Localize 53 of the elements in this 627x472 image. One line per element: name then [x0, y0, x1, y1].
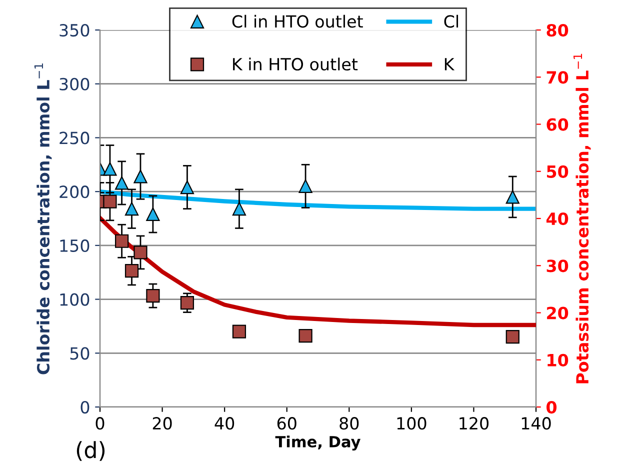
point	[146, 288, 160, 303]
x-tick-label: 140	[522, 417, 551, 430]
point	[180, 296, 194, 310]
point	[506, 330, 520, 344]
point	[134, 170, 148, 184]
point	[124, 264, 139, 278]
y2-tick-label: 70	[546, 71, 568, 84]
point	[114, 176, 129, 190]
point	[103, 162, 117, 176]
legend-label: Cl	[444, 14, 458, 28]
y-tick-label: 200	[60, 186, 90, 198]
y2-tick-label: 10	[548, 354, 568, 366]
x-tick-label: 120	[460, 417, 489, 430]
point	[103, 194, 117, 208]
y-tick-label: 350	[60, 24, 90, 37]
x-tick-label: 0	[96, 417, 104, 430]
line-series	[100, 216, 536, 328]
legend-label: K in HTO outlet	[233, 58, 358, 71]
y2-tick-label: 80	[546, 24, 568, 37]
point	[180, 180, 194, 194]
y-tick-label: 0	[80, 400, 90, 414]
y-tick-label: 250	[60, 132, 90, 144]
y2-tick-label: 30	[546, 260, 568, 272]
point	[134, 246, 148, 260]
legend-label: K	[444, 58, 455, 70]
y-tick-label: 150	[60, 239, 90, 252]
y-axis-title: Chloride concentration, mmol L$^{−1}$	[34, 63, 52, 374]
point	[232, 202, 246, 216]
point	[506, 190, 520, 204]
legend-label: Cl in HTO outlet	[232, 14, 363, 28]
point	[232, 324, 246, 338]
line-series	[100, 189, 536, 211]
x-tick-label: 40	[214, 417, 234, 430]
x-tick-label: 100	[397, 417, 426, 430]
point	[124, 202, 139, 216]
y-tick-label: 100	[60, 293, 90, 306]
y2-tick-label: 20	[547, 306, 568, 320]
text: (d)	[76, 441, 105, 461]
x-axis-title: Time, Day	[275, 436, 360, 451]
y2-axis-title: Potassium concentration, mmol L$^{−1}$	[574, 54, 591, 384]
x-tick-label: 60	[277, 417, 296, 430]
point	[146, 207, 160, 221]
y-tick-label: 50	[70, 347, 90, 360]
point	[298, 329, 312, 343]
y2-tick-label: 0	[546, 400, 557, 414]
x-tick-label: 20	[152, 417, 172, 430]
y2-tick-label: 50	[547, 165, 568, 178]
point	[114, 234, 129, 248]
x-tick-label: 80	[340, 417, 359, 430]
y2-tick-label: 60	[546, 118, 568, 131]
y2-tick-label: 40	[546, 212, 568, 226]
y-tick-label: 300	[60, 78, 90, 90]
point	[298, 179, 312, 193]
